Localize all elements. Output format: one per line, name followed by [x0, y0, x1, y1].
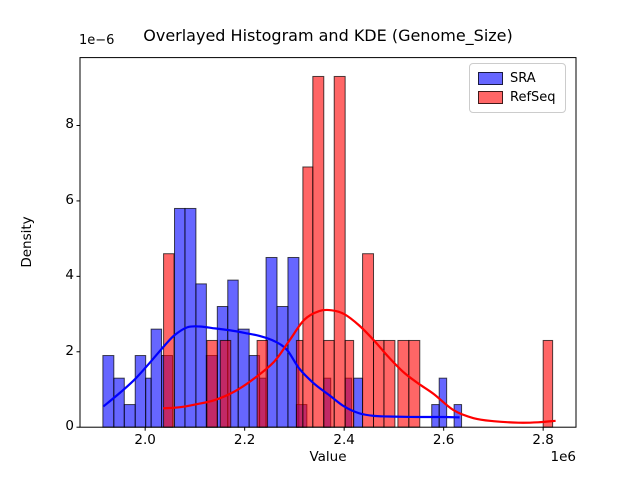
sra-bar — [276, 306, 289, 428]
y-tick-label: 4 — [65, 267, 74, 284]
refseq-bar — [542, 339, 554, 428]
sra-legend-swatch — [478, 72, 503, 85]
legend-entry-sra: SRA — [478, 72, 559, 85]
sra-bar — [134, 355, 147, 428]
refseq-bar — [362, 253, 375, 428]
refseq-legend-label: RefSeq — [510, 90, 556, 105]
refseq-bar — [373, 339, 385, 428]
refseq-bar — [344, 339, 355, 428]
sra-bar — [195, 283, 207, 428]
sra-bar — [150, 328, 163, 428]
sra-bar — [174, 207, 186, 428]
legend-entry-refseq: RefSeq — [478, 91, 559, 104]
y-tick-label: 6 — [65, 191, 74, 208]
legend: SRA RefSeq — [469, 63, 566, 113]
x-axis-offset-text: 1e6 — [550, 449, 576, 465]
x-tick-label: 2.0 — [134, 432, 156, 448]
x-tick-label: 2.6 — [432, 432, 455, 448]
refseq-legend-swatch — [478, 91, 503, 104]
x-tick-label: 2.2 — [233, 432, 256, 448]
x-axis-label: Value — [309, 449, 347, 465]
refseq-bar — [206, 339, 218, 428]
y-tick-label: 2 — [65, 342, 74, 359]
y-axis-offset-text: 1e−6 — [79, 33, 115, 48]
sra-bar — [102, 355, 115, 428]
refseq-bar — [397, 339, 410, 428]
sra-bar — [431, 404, 440, 428]
refseq-bar — [333, 75, 346, 428]
sra-bar — [145, 377, 152, 428]
refseq-bar — [323, 339, 335, 428]
sra-bar — [237, 328, 250, 428]
sra-bar — [184, 207, 197, 428]
y-tick-label: 0 — [65, 418, 74, 435]
axis-tick-marks — [76, 124, 544, 431]
refseq-bar — [302, 166, 314, 428]
chart-title: Overlayed Histogram and KDE (Genome_Size… — [143, 26, 513, 45]
sra-kde-line — [102, 325, 460, 419]
refseq-bar — [256, 339, 269, 428]
x-tick-label: 2.8 — [532, 432, 554, 448]
sra-legend-label: SRA — [510, 71, 536, 86]
refseq-bar — [312, 75, 325, 428]
refseq-bar — [219, 339, 232, 428]
refseq-bar — [295, 339, 304, 428]
sra-bar — [123, 404, 136, 428]
refseq-histogram-bars — [163, 75, 554, 428]
axes-spines — [79, 57, 577, 428]
sra-bar — [453, 404, 463, 428]
x-tick-label: 2.4 — [333, 432, 355, 448]
y-axis-label: Density — [19, 216, 35, 268]
sra-bar — [113, 377, 125, 428]
y-tick-label: 8 — [65, 116, 74, 133]
refseq-kde-line — [163, 308, 556, 424]
sra-bar — [353, 377, 364, 428]
